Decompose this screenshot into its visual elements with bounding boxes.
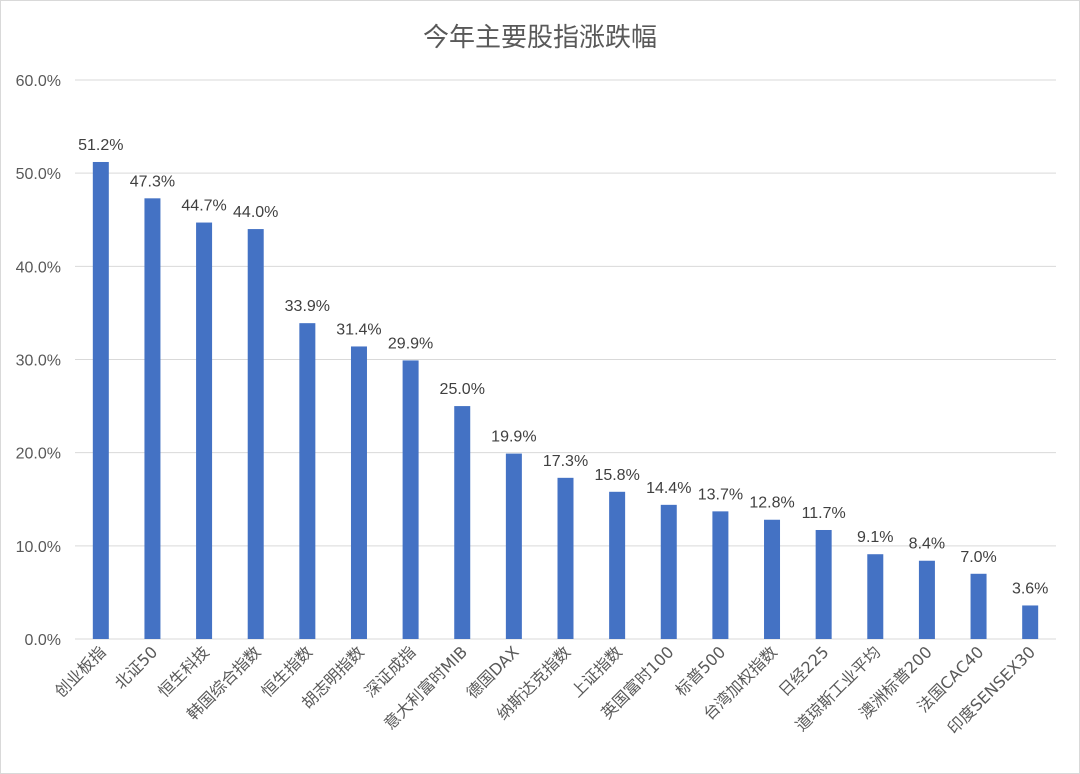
data-label: 25.0% xyxy=(440,381,485,398)
data-label: 15.8% xyxy=(594,467,639,484)
data-label: 14.4% xyxy=(646,480,691,497)
bar xyxy=(144,198,161,640)
y-tick-label: 20.0% xyxy=(16,446,61,463)
data-label: 44.0% xyxy=(233,204,278,221)
bar xyxy=(970,573,987,639)
data-label: 31.4% xyxy=(336,321,381,338)
bar xyxy=(609,491,626,639)
bar xyxy=(660,504,677,639)
bar xyxy=(454,406,471,639)
data-labels: 51.2% 47.3% 44.7% 44.0% 33.9% 31.4% 29.9% 25.0%… xyxy=(78,137,1048,597)
gridlines xyxy=(75,79,1056,640)
data-label: 33.9% xyxy=(285,298,330,315)
chart-title: 今年主要股指涨跌幅 xyxy=(423,23,657,53)
data-label: 9.1% xyxy=(857,529,893,546)
y-tick-label: 60.0% xyxy=(16,73,61,90)
data-label: 19.9% xyxy=(491,429,536,446)
data-label: 29.9% xyxy=(388,335,433,352)
bar xyxy=(247,229,264,640)
bar xyxy=(92,161,109,639)
y-axis-ticks: 0.0% 10.0% 20.0% 30.0% 40.0% 50.0% 60.0% xyxy=(16,73,61,649)
bar xyxy=(867,554,884,639)
bar xyxy=(815,529,832,639)
data-label: 11.7% xyxy=(802,505,846,522)
bar xyxy=(505,453,522,639)
data-label: 47.3% xyxy=(130,173,175,190)
data-label: 12.8% xyxy=(749,495,794,512)
bar xyxy=(402,360,419,639)
bar xyxy=(1022,605,1039,639)
data-label: 13.7% xyxy=(698,486,743,503)
data-label: 17.3% xyxy=(543,453,588,470)
data-label: 7.0% xyxy=(960,549,996,566)
x-axis-ticks: 创业板指 北证50恒生科技韩国综合指数恒生指数胡志明指数深证成指意大利富时MIB德… xyxy=(51,642,1039,737)
y-tick-label: 10.0% xyxy=(16,539,61,556)
y-tick-label: 40.0% xyxy=(16,259,61,276)
x-tick-label: 印度SENSEX30 xyxy=(944,642,1039,737)
bar xyxy=(712,511,729,639)
y-tick-label: 50.0% xyxy=(16,166,61,183)
y-tick-label: 0.0% xyxy=(25,632,61,649)
bar xyxy=(196,222,213,640)
y-tick-label: 30.0% xyxy=(16,353,61,370)
data-label: 51.2% xyxy=(78,137,123,154)
data-label: 3.6% xyxy=(1012,580,1048,597)
bars xyxy=(92,161,1039,640)
bar xyxy=(350,346,367,639)
bar xyxy=(299,323,316,639)
data-label: 44.7% xyxy=(181,198,226,215)
x-tick-label: 北证50 xyxy=(111,642,161,692)
bar xyxy=(557,477,574,639)
data-label: 8.4% xyxy=(909,536,945,553)
bar xyxy=(918,560,935,639)
x-tick-label: 创业板指 xyxy=(51,642,110,701)
bar xyxy=(764,519,781,639)
